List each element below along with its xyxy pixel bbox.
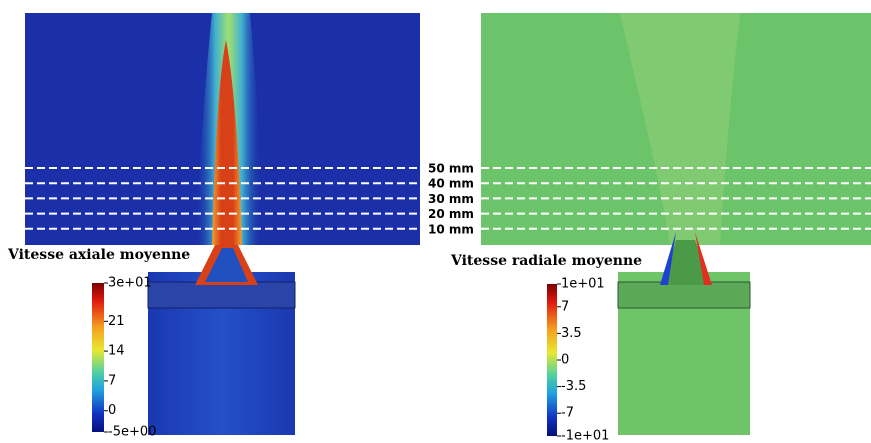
nozzle-cup: [147, 281, 296, 309]
radial-negative-lobe: [660, 232, 676, 285]
radial-positive-lobe: [695, 232, 712, 285]
tick-label: 0: [561, 353, 569, 368]
tick-label: -7: [561, 406, 574, 421]
distance-label: 50 mm: [428, 162, 474, 176]
distance-label: 40 mm: [428, 177, 474, 191]
distance-label: 20 mm: [428, 207, 474, 221]
colorbar-title: Vitesse axiale moyenne: [7, 247, 190, 263]
tick-label: 7: [561, 299, 569, 314]
tick-label: 14: [108, 344, 125, 359]
colorbar-axial: [92, 283, 104, 432]
tick-label: 0: [108, 403, 116, 418]
nozzle-cup-right: [617, 281, 751, 309]
tick-label: 7: [108, 373, 116, 388]
colorbar-title: Vitesse radiale moyenne: [450, 253, 642, 269]
distance-label: 10 mm: [428, 222, 474, 236]
jet-core: [212, 40, 242, 245]
colorbar-radial: [547, 284, 557, 436]
tick-label: -5e+00: [108, 425, 156, 440]
tick-label: 21: [108, 314, 125, 329]
nozzle-cone-right: [662, 240, 712, 285]
tick-label: 3.5: [561, 326, 582, 341]
radial-plume: [620, 13, 740, 245]
tick-label: -1e+01: [561, 429, 609, 443]
distance-label: 30 mm: [428, 192, 474, 206]
tick-label: 1e+01: [561, 277, 605, 292]
nozzle-cone-inner: [205, 248, 248, 282]
tick-label: 3e+01: [108, 276, 152, 291]
tick-label: -3.5: [561, 379, 586, 394]
